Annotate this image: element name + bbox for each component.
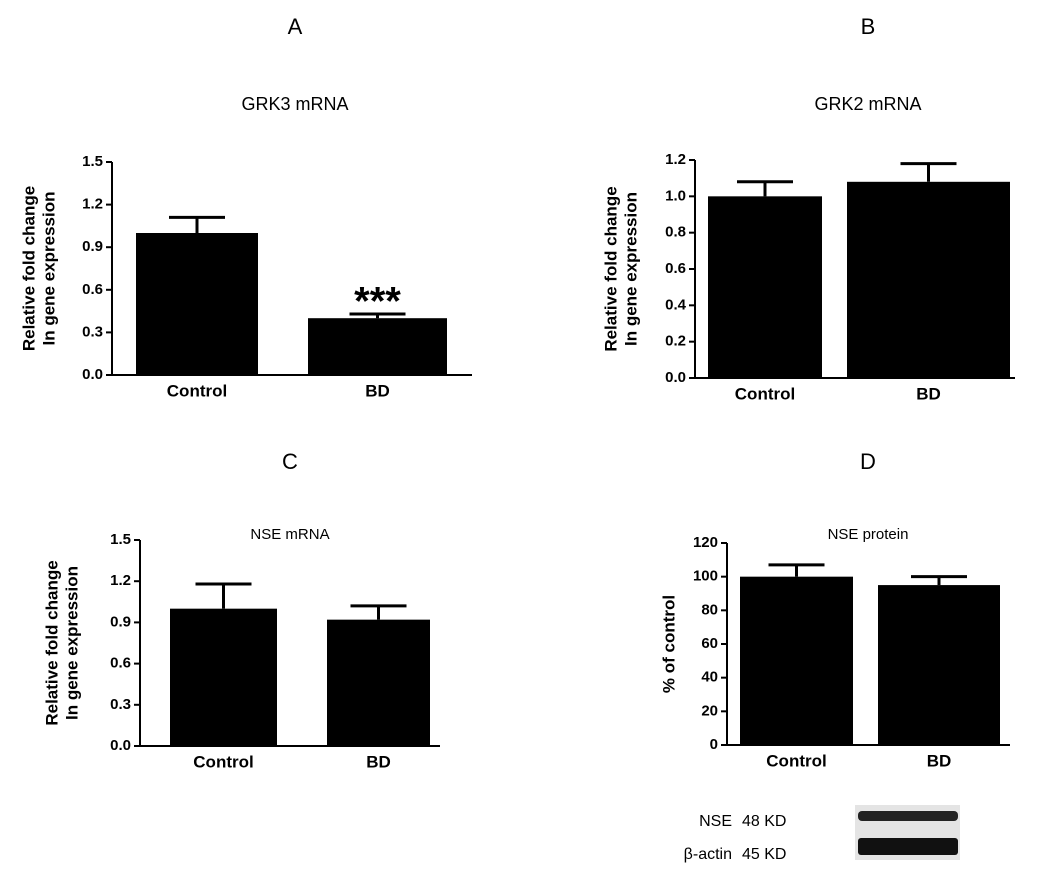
- panel-letter: B: [861, 14, 876, 39]
- blot-label: β-actin: [684, 846, 732, 863]
- y-tick-label: 0: [710, 736, 718, 753]
- y-tick-label: 1.2: [665, 151, 686, 168]
- y-axis-label: In gene expression: [62, 566, 81, 720]
- y-tick-label: 0.6: [110, 655, 131, 672]
- y-tick-label: 1.2: [110, 572, 131, 589]
- error-bar: [768, 563, 825, 577]
- y-tick-label: 0.0: [110, 737, 131, 754]
- x-tick-label: Control: [167, 381, 227, 400]
- bar: [740, 576, 853, 745]
- western-blot: [855, 805, 960, 860]
- y-tick-label: 120: [693, 534, 718, 551]
- bar: [170, 608, 277, 746]
- blot-label: NSE: [699, 813, 732, 830]
- y-axis-label: In gene expression: [621, 192, 640, 346]
- y-tick-label: 0.8: [665, 224, 686, 241]
- y-tick-label: 0.6: [665, 260, 686, 277]
- error-bar: [911, 575, 967, 586]
- y-tick-label: 0.3: [110, 696, 131, 713]
- chart-title: NSE mRNA: [250, 526, 329, 543]
- blot-size: 48 KD: [742, 813, 786, 830]
- x-tick-label: BD: [927, 751, 952, 770]
- blot-band: [858, 838, 958, 855]
- error-bar: [350, 604, 407, 620]
- y-tick-label: 0.9: [110, 613, 131, 630]
- blot-band: [858, 811, 958, 821]
- bar: [308, 318, 447, 375]
- y-axis-label: Relative fold change: [601, 186, 620, 351]
- y-tick-label: 1.0: [665, 187, 686, 204]
- y-tick-label: 0.6: [82, 281, 103, 298]
- y-tick-label: 0.2: [665, 333, 686, 350]
- y-axis-label: % of control: [659, 595, 678, 693]
- blot-size: 45 KD: [742, 846, 786, 863]
- panel-letter: D: [860, 449, 876, 474]
- bar: [847, 181, 1010, 378]
- error-bar: [169, 215, 225, 233]
- panel-letter: C: [282, 449, 298, 474]
- error-bar: [900, 162, 957, 182]
- error-bar: [349, 312, 406, 319]
- error-bar: [195, 582, 252, 609]
- y-axis-label: In gene expression: [39, 192, 58, 346]
- chart-title: GRK3 mRNA: [241, 94, 348, 114]
- bar: [708, 196, 822, 378]
- y-tick-label: 0.0: [665, 369, 686, 386]
- y-tick-label: 1.5: [110, 531, 131, 548]
- x-tick-label: BD: [916, 384, 941, 403]
- chart-title: GRK2 mRNA: [814, 94, 921, 114]
- x-tick-label: Control: [193, 752, 253, 771]
- chart-title: NSE protein: [828, 526, 909, 543]
- x-tick-label: Control: [735, 384, 795, 403]
- x-tick-label: BD: [365, 381, 390, 400]
- bar: [878, 585, 1000, 745]
- error-bar: [737, 180, 793, 197]
- significance-label: ***: [354, 280, 401, 324]
- x-tick-label: Control: [766, 751, 826, 770]
- bar: [327, 619, 430, 746]
- y-tick-label: 0.3: [82, 323, 103, 340]
- y-tick-label: 0.4: [665, 296, 687, 313]
- y-axis-label: Relative fold change: [19, 186, 38, 351]
- y-tick-label: 20: [701, 702, 718, 719]
- y-tick-label: 100: [693, 568, 718, 585]
- y-tick-label: 60: [701, 635, 718, 652]
- y-tick-label: 1.2: [82, 196, 103, 213]
- y-tick-label: 40: [701, 669, 718, 686]
- y-tick-label: 0.0: [82, 366, 103, 383]
- x-tick-label: BD: [366, 752, 391, 771]
- y-tick-label: 80: [701, 601, 718, 618]
- y-tick-label: 1.5: [82, 153, 103, 170]
- y-tick-label: 0.9: [82, 238, 103, 255]
- bar: [136, 233, 258, 375]
- panel-letter: A: [288, 14, 303, 39]
- y-axis-label: Relative fold change: [42, 560, 61, 725]
